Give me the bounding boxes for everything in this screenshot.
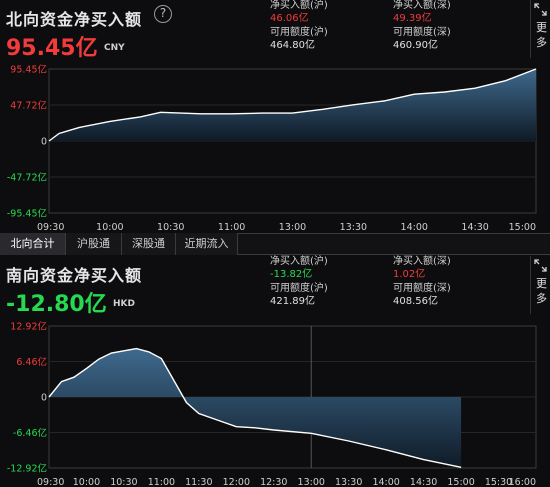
x-tick-label: 16:00 [509, 477, 536, 487]
tab-shenzhen-connect[interactable]: 深股通 [122, 233, 176, 255]
y-tick-label: 0 [41, 393, 47, 404]
y-tick-label: 95.45亿 [10, 64, 47, 76]
y-tick-label: 0 [41, 137, 47, 148]
x-tick-label: 15:00 [509, 222, 536, 232]
northbound-chart: 95.45亿 47.72亿 0 -47.72亿 -95.45亿 09:30 10:00 10:… [7, 64, 537, 232]
section-title: 南向资金净买入额 [6, 266, 143, 285]
northbound-total-value: 95.45亿 [6, 36, 98, 61]
y-tick-label: -6.46亿 [13, 427, 47, 439]
x-tick-label: 14:30 [410, 477, 437, 487]
more-label: 更多 [536, 21, 547, 49]
net-buy-sh-label: 净买入额(沪) [270, 0, 328, 11]
avail-sz-label: 可用额度(深) [393, 283, 451, 294]
net-buy-sh: 净买入额(沪) 46.06亿 [270, 0, 328, 25]
x-tick-label: 12:00 [223, 477, 250, 487]
net-buy-sz-value: 1.02亿 [393, 269, 426, 280]
southbound-panel: 南向资金净买入额 -12.80亿 HKD 净买入额(沪) -13.82亿 净买入… [0, 256, 550, 487]
x-tick-label: 14:00 [401, 222, 428, 232]
net-buy-sh: 净买入额(沪) -13.82亿 [270, 255, 328, 281]
x-tick-label: 10:00 [96, 222, 123, 232]
net-buy-sz-value: 49.39亿 [393, 13, 432, 24]
x-tick-label: 13:30 [340, 222, 367, 232]
x-tick-label: 11:30 [185, 477, 212, 487]
tab-shanghai-connect[interactable]: 沪股通 [66, 233, 122, 255]
net-buy-sz: 净买入额(深) 49.39亿 [393, 0, 451, 25]
x-tick-label: 13:00 [279, 222, 306, 232]
avail-sz: 可用额度(深) 460.90亿 [393, 26, 451, 52]
x-tick-label: 11:00 [218, 222, 245, 232]
x-tick-label: 11:00 [148, 477, 175, 487]
avail-sh-label: 可用额度(沪) [270, 283, 328, 294]
avail-sz-label: 可用额度(深) [393, 27, 451, 38]
currency-label: HKD [113, 299, 135, 309]
y-tick-label: -95.45亿 [7, 208, 47, 220]
y-tick-label: 47.72亿 [10, 100, 47, 112]
avail-sh-value: 421.89亿 [270, 296, 315, 307]
avail-sz-value: 408.56亿 [393, 296, 438, 307]
avail-sh-label: 可用额度(沪) [270, 27, 328, 38]
y-tick-label: -47.72亿 [7, 172, 47, 184]
avail-sh: 可用额度(沪) 464.80亿 [270, 26, 328, 52]
x-tick-label: 15:30 [485, 477, 512, 487]
net-buy-sh-value: -13.82亿 [270, 269, 313, 280]
southbound-total-value: -12.80亿 [6, 292, 107, 317]
expand-icon[interactable] [534, 3, 547, 16]
series-area [49, 348, 462, 468]
page-title: 北向资金净买入额 [6, 10, 143, 29]
net-buy-sz-label: 净买入额(深) [393, 0, 451, 11]
net-buy-sz: 净买入额(深) 1.02亿 [393, 255, 451, 281]
series-area [49, 69, 536, 141]
x-tick-label: 12:30 [260, 477, 287, 487]
avail-sz: 可用额度(深) 408.56亿 [393, 282, 451, 308]
x-tick-label: 14:00 [372, 477, 399, 487]
tab-bar: 北向合计 沪股通 深股通 近期流入 [0, 233, 550, 255]
x-tick-label: 09:30 [37, 477, 64, 487]
x-tick-label: 10:00 [73, 477, 100, 487]
currency-label: CNY [104, 43, 125, 53]
more-label: 更多 [536, 277, 547, 305]
more-button[interactable]: 更多 [530, 256, 550, 314]
x-tick-label: 13:30 [335, 477, 362, 487]
help-icon[interactable]: ? [154, 5, 172, 23]
tab-north-total[interactable]: 北向合计 [0, 233, 66, 255]
y-tick-label: -12.92亿 [7, 463, 47, 475]
more-button[interactable]: 更多 [530, 0, 550, 58]
x-tick-label: 10:30 [110, 477, 137, 487]
avail-sh-value: 464.80亿 [270, 40, 315, 51]
avail-sh: 可用额度(沪) 421.89亿 [270, 282, 328, 308]
tab-recent-inflow[interactable]: 近期流入 [176, 233, 238, 255]
net-buy-sh-value: 46.06亿 [270, 13, 309, 24]
net-buy-sh-label: 净买入额(沪) [270, 256, 328, 267]
x-tick-label: 15:00 [447, 477, 474, 487]
x-tick-label: 13:00 [298, 477, 325, 487]
y-tick-label: 6.46亿 [16, 356, 47, 368]
series-line [48, 347, 462, 468]
southbound-chart: 12.92亿 6.46亿 0 -6.46亿 -12.92亿 09:30 10:00 10:30… [7, 321, 537, 487]
northbound-panel: 北向资金净买入额 ? 95.45亿 CNY 净买入额(沪) 46.06亿 净买入… [0, 0, 550, 232]
x-tick-label: 14:30 [461, 222, 488, 232]
expand-icon[interactable] [534, 259, 547, 272]
x-tick-label: 10:30 [157, 222, 184, 232]
net-buy-sz-label: 净买入额(深) [393, 256, 451, 267]
x-tick-label: 09:30 [37, 222, 64, 232]
y-tick-label: 12.92亿 [10, 321, 47, 333]
avail-sz-value: 460.90亿 [393, 40, 438, 51]
